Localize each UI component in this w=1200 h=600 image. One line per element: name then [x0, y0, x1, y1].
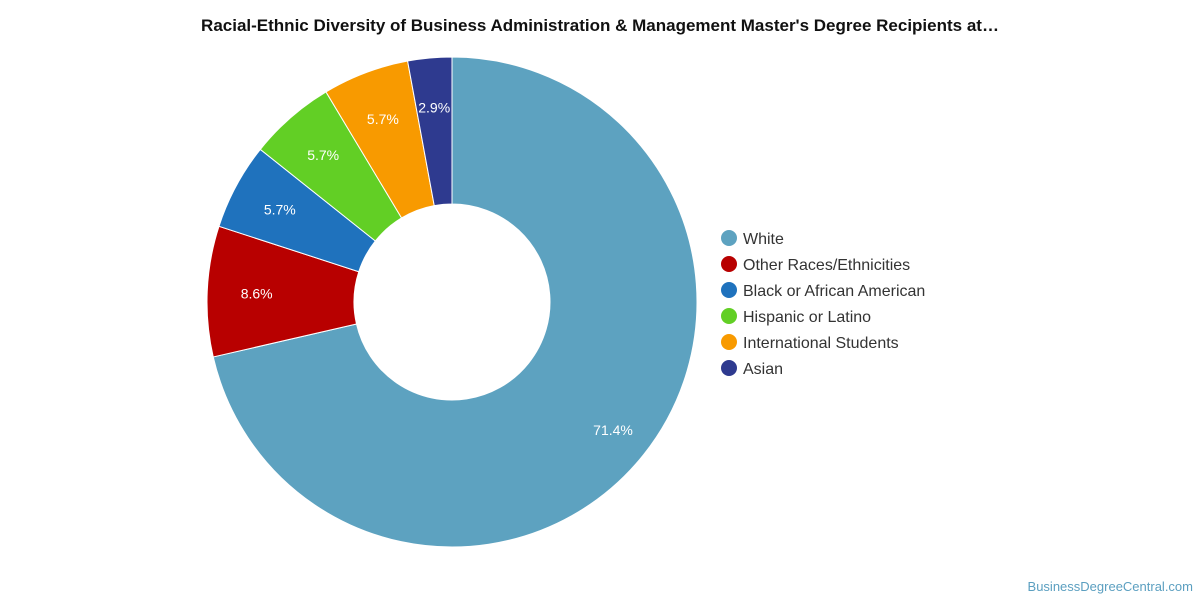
legend-marker [721, 360, 737, 376]
legend-marker [721, 334, 737, 350]
slice-label-international-students: 5.7% [367, 111, 399, 127]
legend-label: Asian [743, 361, 783, 378]
legend-marker [721, 230, 737, 246]
legend-label: Hispanic or Latino [743, 309, 871, 326]
legend-item-asian: Asian [721, 360, 783, 378]
legend-marker [721, 308, 737, 324]
slice-labels: 71.4% 8.6% 5.7% 5.7% 5.7% 2.9% [241, 99, 633, 438]
slice-label-asian: 2.9% [418, 99, 450, 115]
slice-label-black-or-african-american: 5.7% [264, 201, 296, 217]
chart-title: Racial-Ethnic Diversity of Business Admi… [201, 16, 999, 35]
slice-asian [407, 56, 453, 207]
legend-marker [721, 282, 737, 298]
legend-item-other-races-ethnicities: Other Races/Ethnicities [721, 256, 910, 274]
legend-label: International Students [743, 335, 899, 352]
slice-label-white: 71.4% [593, 422, 633, 438]
legend-item-international-students: International Students [721, 334, 899, 352]
legend-label: White [743, 231, 784, 248]
pie-slices [206, 56, 698, 548]
legend-label: Other Races/Ethnicities [743, 257, 910, 274]
legend-item-hispanic-or-latino: Hispanic or Latino [721, 308, 871, 326]
legend-label: Black or African American [743, 283, 925, 300]
legend-marker [721, 256, 737, 272]
legend: White Other Races/Ethnicities Black or Afr… [721, 230, 925, 378]
slice-label-hispanic-or-latino: 5.7% [307, 147, 339, 163]
legend-item-white: White [721, 230, 784, 248]
slice-label-other-races-ethnicities: 8.6% [241, 285, 273, 301]
watermark: BusinessDegreeCentral.com [1027, 579, 1193, 594]
legend-item-black-or-african-american: Black or African American [721, 282, 925, 300]
slice-white [212, 56, 698, 548]
